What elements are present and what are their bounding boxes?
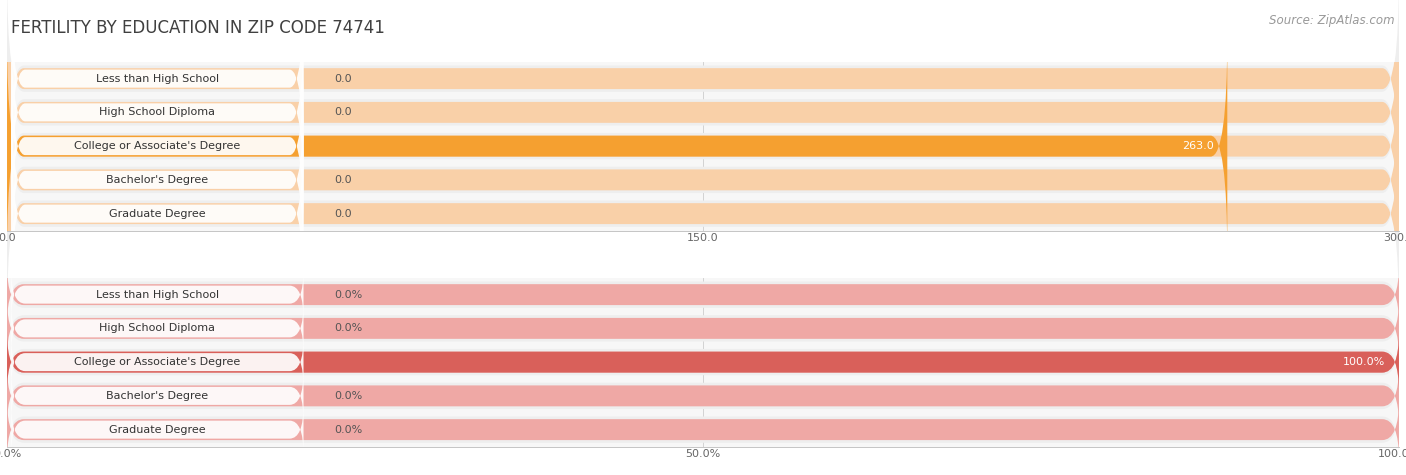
FancyBboxPatch shape xyxy=(11,122,304,306)
FancyBboxPatch shape xyxy=(7,265,1399,325)
Text: 0.0%: 0.0% xyxy=(335,425,363,435)
Text: Bachelor's Degree: Bachelor's Degree xyxy=(107,175,208,185)
Text: College or Associate's Degree: College or Associate's Degree xyxy=(75,357,240,367)
FancyBboxPatch shape xyxy=(7,335,1399,390)
Text: 0.0%: 0.0% xyxy=(335,290,363,300)
FancyBboxPatch shape xyxy=(11,87,304,272)
Text: Less than High School: Less than High School xyxy=(96,290,219,300)
FancyBboxPatch shape xyxy=(7,332,1399,392)
Text: High School Diploma: High School Diploma xyxy=(100,323,215,333)
Text: Bachelor's Degree: Bachelor's Degree xyxy=(107,391,208,401)
FancyBboxPatch shape xyxy=(7,1,1399,223)
FancyBboxPatch shape xyxy=(11,20,304,205)
Text: Source: ZipAtlas.com: Source: ZipAtlas.com xyxy=(1270,14,1395,27)
FancyBboxPatch shape xyxy=(11,371,304,421)
FancyBboxPatch shape xyxy=(7,35,1399,257)
Text: FERTILITY BY EDUCATION IN ZIP CODE 74741: FERTILITY BY EDUCATION IN ZIP CODE 74741 xyxy=(11,19,385,37)
FancyBboxPatch shape xyxy=(7,103,1399,325)
FancyBboxPatch shape xyxy=(11,337,304,387)
Text: College or Associate's Degree: College or Associate's Degree xyxy=(75,141,240,151)
Text: 0.0%: 0.0% xyxy=(335,323,363,333)
FancyBboxPatch shape xyxy=(7,0,1399,187)
FancyBboxPatch shape xyxy=(11,270,304,319)
Text: Graduate Degree: Graduate Degree xyxy=(110,209,205,218)
FancyBboxPatch shape xyxy=(7,0,1399,190)
FancyBboxPatch shape xyxy=(11,405,304,455)
Text: 0.0: 0.0 xyxy=(335,107,352,117)
Text: 100.0%: 100.0% xyxy=(1343,357,1385,367)
Text: Less than High School: Less than High School xyxy=(96,74,219,84)
Text: 0.0%: 0.0% xyxy=(335,391,363,401)
FancyBboxPatch shape xyxy=(7,38,1399,255)
Text: 0.0: 0.0 xyxy=(335,74,352,84)
FancyBboxPatch shape xyxy=(7,301,1399,356)
Text: High School Diploma: High School Diploma xyxy=(100,107,215,117)
Text: 263.0: 263.0 xyxy=(1181,141,1213,151)
FancyBboxPatch shape xyxy=(11,304,304,353)
FancyBboxPatch shape xyxy=(7,72,1399,288)
FancyBboxPatch shape xyxy=(7,332,1399,392)
FancyBboxPatch shape xyxy=(7,369,1399,423)
FancyBboxPatch shape xyxy=(7,35,1227,257)
Text: Graduate Degree: Graduate Degree xyxy=(110,425,205,435)
FancyBboxPatch shape xyxy=(7,267,1399,322)
FancyBboxPatch shape xyxy=(11,54,304,238)
Text: 0.0: 0.0 xyxy=(335,175,352,185)
FancyBboxPatch shape xyxy=(7,105,1399,322)
FancyBboxPatch shape xyxy=(7,69,1399,291)
FancyBboxPatch shape xyxy=(11,0,304,171)
FancyBboxPatch shape xyxy=(7,4,1399,221)
Text: 0.0: 0.0 xyxy=(335,209,352,218)
FancyBboxPatch shape xyxy=(7,402,1399,457)
FancyBboxPatch shape xyxy=(7,298,1399,359)
FancyBboxPatch shape xyxy=(7,366,1399,426)
FancyBboxPatch shape xyxy=(7,399,1399,460)
